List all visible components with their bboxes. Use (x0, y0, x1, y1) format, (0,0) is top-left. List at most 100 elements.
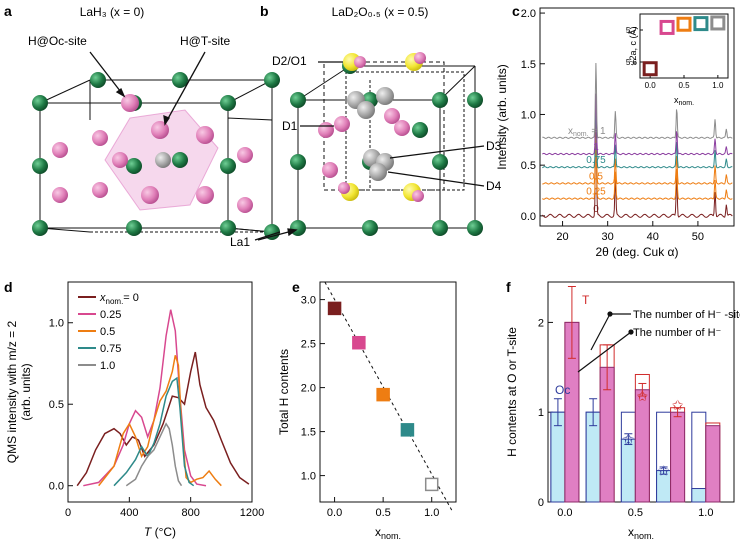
c-ytick-label: 0.0 (521, 211, 536, 223)
d-xtick-label: 1200 (240, 507, 264, 519)
c-pattern-2 (542, 112, 733, 185)
d-xtick-label: 0 (65, 507, 71, 519)
c-inset-xtick: 1.0 (712, 81, 724, 90)
c-series-label-eq: = 1 (589, 126, 606, 137)
c-inset: 5.6 5.7 0.0 0.5 1.0 √2a, c (Å) xnom. (626, 13, 729, 107)
c-inset-ylabel: √2a, c (Å) (628, 27, 638, 66)
c-series-label: 0.75 (586, 155, 606, 166)
d-series-line (98, 355, 222, 487)
d-ytick-label: 0.0 (49, 481, 64, 493)
e-ytick-label: 3.0 (301, 295, 316, 307)
e-xlabel: xnom. (375, 525, 401, 541)
c-inset-ytick: 5.6 (626, 58, 638, 67)
d-series-line (113, 376, 195, 487)
panel-b-arrows (257, 61, 485, 241)
c-pattern-0 (541, 114, 733, 218)
c-series-label: 0.5 (589, 171, 603, 182)
e-yticks: 1.0 1.5 2.0 2.5 3.0 (301, 295, 325, 483)
f-t-star-icon: ✩ (672, 397, 684, 413)
c-xtick-label: 40 (647, 231, 659, 243)
e-point (376, 387, 390, 402)
d-series-line (83, 309, 207, 487)
e-ytick-label: 2.5 (301, 339, 316, 351)
f-oc-filled-bar (620, 438, 636, 503)
d-legend-label: 0.75 (100, 343, 121, 355)
e-ytick-label: 1.5 (301, 427, 316, 439)
c-xtick-label: 20 (556, 231, 568, 243)
f-xtick-label: 0.5 (628, 507, 643, 519)
label-la1: La1 (230, 235, 250, 249)
label-d3: D3 (486, 139, 502, 153)
b-d-atoms (318, 87, 410, 181)
panel-a-letter: a (4, 3, 12, 19)
e-point (327, 301, 342, 316)
e-xticks: 0.0 0.5 1.0 (327, 497, 439, 519)
d-xtick-label: 800 (181, 507, 199, 519)
c-inset-xlabel: xnom. (674, 95, 694, 107)
d-series-line (76, 351, 250, 487)
panel-c: c 0.0 0.5 1.0 1.5 2.0 20 30 40 50 0 0.25 0.5 0.75 1… (495, 3, 735, 259)
f-ylabel: H contents at O or T-site (505, 327, 519, 457)
c-ylabel: Intensity (arb. units) (495, 64, 509, 169)
d-series-line (125, 422, 183, 487)
panel-d-frame (67, 281, 253, 503)
f-t-filled-bar (705, 425, 721, 503)
f-ytick-label: 2 (538, 317, 544, 329)
c-xticks: 20 30 40 50 (556, 221, 704, 243)
e-point (400, 423, 415, 437)
b-la-atoms (290, 58, 483, 236)
d-ylabel-line1: QMS intensity with m/z = 2 (5, 320, 19, 463)
c-xtick-label: 50 (692, 231, 704, 243)
c-inset-point (659, 19, 675, 35)
panel-e: e 1.0 1.5 2.0 2.5 3.0 0.0 0.5 1.0 xnom. Total … (277, 279, 457, 541)
label-d2-o1: D2/O1 (272, 54, 307, 68)
f-oc-star-icon: ✩ (658, 463, 670, 479)
f-annotation-arrows (577, 311, 634, 373)
lad2o05-crystal-structure (297, 61, 476, 229)
label-h-oc-site: H@Oc-site (28, 34, 87, 48)
panel-c-letter: c (512, 3, 520, 19)
d-legend-label: 0.5 (100, 326, 115, 338)
f-oc-star-icon: ✩ (622, 431, 634, 447)
c-series-label: xnom. = 1 (568, 126, 606, 138)
e-xtick-label: 0.5 (375, 507, 390, 519)
d-legend-label: 1.0 (100, 360, 115, 372)
f-oc-filled-bar (691, 488, 707, 503)
panel-a-title: LaH₃ (x = 0) (80, 5, 145, 19)
d-legend-eq: = 0 (123, 292, 139, 304)
c-pattern-3 (542, 101, 733, 169)
f-t-filled-bar (634, 389, 650, 503)
b-o-atoms (338, 52, 426, 202)
d-legend-label: xnom.= 0 (99, 292, 139, 306)
e-plot (324, 281, 454, 513)
d-legend-sub: nom. (106, 297, 124, 306)
panel-e-frame (319, 281, 457, 503)
e-ytick-label: 2.0 (301, 383, 316, 395)
e-xtick-label: 0.0 (327, 507, 342, 519)
f-label-t: T (582, 293, 590, 307)
f-ytick-label: 0 (538, 497, 544, 509)
c-inset-point (710, 15, 726, 31)
panel-d-letter: d (4, 279, 13, 295)
c-series: 0 0.25 0.5 0.75 1 xnom. = 1 (541, 62, 733, 218)
panel-b-title: LaD₂O₀.₅ (x = 0.5) (332, 5, 429, 19)
panel-b: b LaD₂O₀.₅ (x = 0.5) (257, 3, 502, 241)
d-xticks: 0 400 800 1200 (65, 497, 264, 519)
c-series-label-sub: nom. (573, 131, 589, 138)
c-inset-point (642, 61, 658, 77)
f-xlabel: xnom. (628, 525, 654, 541)
f-xtick-label: 1.0 (698, 507, 713, 519)
d-ytick-label: 0.5 (49, 399, 64, 411)
c-inset-point (676, 16, 692, 32)
panel-a: a LaH₃ (x = 0) (4, 3, 281, 249)
f-annotation-2: The number of H⁻ (633, 327, 722, 339)
h-atoms (52, 94, 253, 213)
c-series-label: 1 (593, 142, 599, 153)
d-xtick-label: 400 (120, 507, 138, 519)
panel-a-arrows (89, 51, 281, 241)
f-t-filled-bar (670, 411, 686, 503)
label-d4: D4 (486, 179, 502, 193)
e-point (424, 477, 439, 492)
c-ytick-label: 2.0 (521, 8, 536, 20)
panel-b-letter: b (260, 3, 269, 19)
